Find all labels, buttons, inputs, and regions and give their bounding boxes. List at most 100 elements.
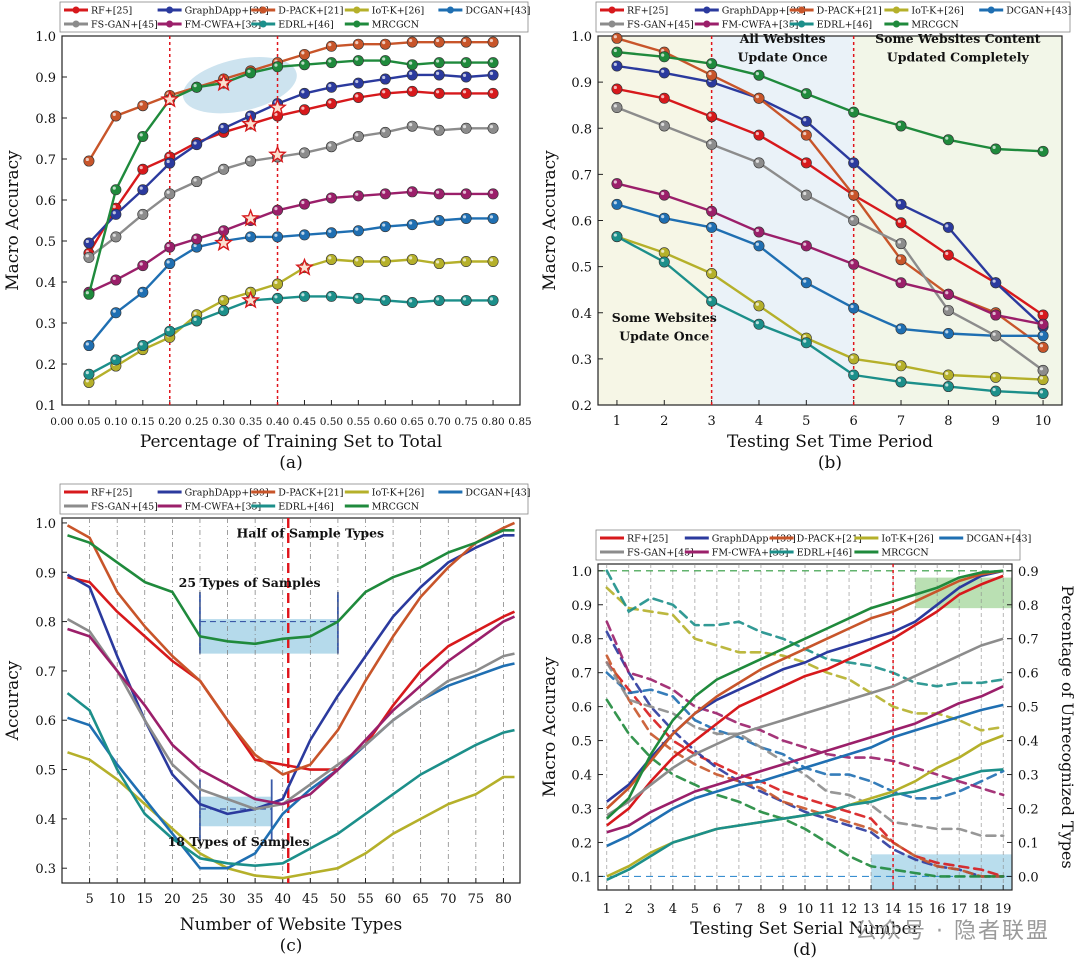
x-tick-label: 35 xyxy=(247,892,264,907)
x-tick-label: 0.15 xyxy=(131,416,154,428)
data-point xyxy=(753,69,765,81)
data-point xyxy=(406,85,418,97)
data-point xyxy=(298,290,310,302)
y-tick-label: 0.7 xyxy=(35,153,56,168)
data-point-highlight xyxy=(193,141,197,145)
series-line xyxy=(67,615,516,806)
data-point-highlight xyxy=(850,355,854,359)
data-point-highlight xyxy=(355,79,359,84)
panel-caption: (d) xyxy=(793,940,817,960)
y-tick-label: 0.7 xyxy=(571,168,592,183)
data-point xyxy=(895,323,907,335)
series-line xyxy=(87,59,494,295)
legend-box xyxy=(59,483,529,515)
data-point-highlight xyxy=(139,133,143,137)
data-point xyxy=(245,67,257,79)
data-point-highlight xyxy=(112,276,116,280)
data-point-highlight xyxy=(897,378,902,382)
data-point xyxy=(942,288,954,300)
data-point xyxy=(800,129,812,141)
y-tick-label: 0.1 xyxy=(35,399,56,414)
y2-tick-label: 0.7 xyxy=(1018,633,1039,648)
data-point xyxy=(110,231,122,243)
x-tick-label: 10 xyxy=(109,892,126,907)
data-point xyxy=(352,55,364,67)
data-point-highlight xyxy=(945,224,949,228)
data-point-highlight xyxy=(803,131,807,136)
data-point-highlight xyxy=(1039,390,1044,394)
data-point-highlight xyxy=(803,279,807,283)
data-point-highlight xyxy=(435,90,440,94)
data-point xyxy=(272,231,284,243)
y2-tick-label: 0.5 xyxy=(1018,701,1039,716)
data-point xyxy=(433,294,445,306)
data-point-highlight xyxy=(355,192,359,196)
data-point-highlight xyxy=(708,113,712,117)
series-line xyxy=(67,662,515,870)
data-point-highlight xyxy=(328,194,332,198)
data-point xyxy=(753,157,765,169)
data-point xyxy=(753,300,765,312)
data-point-highlight xyxy=(301,61,305,65)
data-point-highlight xyxy=(166,190,170,194)
data-point-highlight xyxy=(803,118,807,122)
data-point xyxy=(848,258,860,270)
data-point xyxy=(658,212,670,224)
data-point xyxy=(110,274,122,286)
data-point xyxy=(83,155,95,167)
data-point-highlight xyxy=(409,61,413,65)
y-tick-label: 0.6 xyxy=(35,194,56,209)
data-point-highlight xyxy=(328,43,332,47)
data-point xyxy=(990,330,1002,342)
series-line xyxy=(88,190,494,294)
data-point xyxy=(1037,341,1049,353)
series-line xyxy=(66,692,515,867)
annotation-text: 25 Types of Samples xyxy=(179,575,321,590)
data-point-highlight xyxy=(462,215,467,219)
x-tick-label: 12 xyxy=(841,902,858,917)
data-point-highlight xyxy=(220,125,224,129)
legend-marker xyxy=(446,6,454,14)
series-line xyxy=(87,90,494,254)
data-point xyxy=(658,67,670,79)
data-point xyxy=(800,88,812,100)
data-point-highlight xyxy=(613,62,617,66)
data-point-highlight xyxy=(945,251,949,256)
panel-caption: (b) xyxy=(818,453,842,473)
data-point xyxy=(218,305,230,317)
data-point xyxy=(611,101,623,113)
x-tick-label: 4 xyxy=(755,414,763,429)
data-point-highlight xyxy=(661,249,665,253)
data-point-highlight xyxy=(328,59,332,63)
legend-label: RF+[25] xyxy=(627,6,668,17)
legend-label: D-PACK+[21] xyxy=(278,6,343,17)
x-tick-label: 8 xyxy=(944,414,952,429)
data-point xyxy=(298,229,310,241)
y-axis-label: Macro Accuracy xyxy=(3,150,23,291)
y-axis-label: Macro Accuracy xyxy=(540,656,560,797)
plot-frame xyxy=(61,35,521,406)
data-point-highlight xyxy=(1039,376,1044,380)
data-point-highlight xyxy=(708,72,712,76)
y-tick-label: 0.3 xyxy=(571,803,592,818)
data-point xyxy=(658,51,670,63)
data-point xyxy=(83,288,95,300)
data-point xyxy=(110,354,122,366)
data-point xyxy=(379,255,391,267)
legend-marker xyxy=(72,20,80,28)
data-point xyxy=(706,69,718,81)
star-marker xyxy=(241,208,261,227)
data-point-highlight xyxy=(382,297,386,301)
data-point xyxy=(298,48,310,60)
y-tick-label: 0.7 xyxy=(571,667,592,682)
data-point-highlight xyxy=(489,59,494,63)
data-point-highlight xyxy=(613,48,617,53)
data-point-highlight xyxy=(274,295,278,299)
data-point-highlight xyxy=(274,63,278,67)
data-point-highlight xyxy=(112,205,116,209)
annotation-text: All Websites xyxy=(739,31,826,46)
data-point-highlight xyxy=(382,223,386,227)
data-point-highlight xyxy=(945,307,949,311)
data-point xyxy=(1037,145,1049,157)
data-point xyxy=(379,294,391,306)
